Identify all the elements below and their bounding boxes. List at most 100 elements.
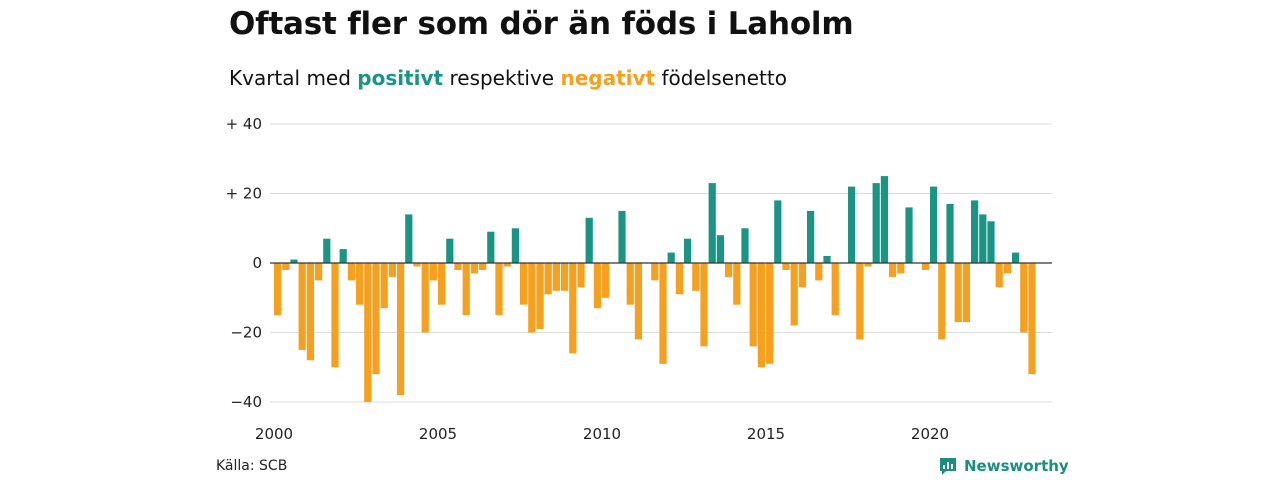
bar [905, 207, 913, 263]
bar [593, 263, 601, 309]
bar [364, 263, 372, 402]
bar [979, 214, 987, 263]
bar [405, 214, 413, 263]
subtitle-text-middle: respektive [443, 66, 561, 90]
bar [577, 263, 585, 288]
bar [1003, 263, 1011, 274]
bar [938, 263, 946, 340]
bar [544, 263, 552, 295]
chart-title: Oftast fler som dör än föds i Laholm [229, 6, 854, 42]
bar [569, 263, 577, 354]
bar [823, 256, 831, 263]
bar [1012, 252, 1020, 263]
bar [315, 263, 323, 281]
y-tick-label: −40 [230, 393, 262, 411]
bar [930, 186, 938, 263]
bar [995, 263, 1003, 288]
bar [946, 203, 954, 263]
bar [528, 263, 536, 333]
bar-chart: + 40 + 20 0 −20 −40 2000 2005 2010 2015 2020 [226, 115, 1052, 443]
x-tick-label: 2015 [747, 425, 785, 443]
bar [306, 263, 314, 361]
bar [651, 263, 659, 281]
bar [1020, 263, 1028, 333]
bar [987, 221, 995, 263]
subtitle-text-before: Kvartal med [229, 66, 358, 90]
bar [725, 263, 733, 277]
bar [282, 263, 290, 270]
chart-subtitle: Kvartal med positivt respektive negativt… [229, 66, 787, 90]
bar [356, 263, 364, 305]
bar [880, 176, 888, 263]
bar [971, 200, 979, 263]
bar [692, 263, 700, 291]
bar [397, 263, 405, 396]
y-tick-label: + 20 [226, 185, 262, 203]
bar [470, 263, 478, 274]
bar [339, 249, 347, 263]
bar [889, 263, 897, 277]
bar [520, 263, 528, 305]
bar [372, 263, 380, 375]
bar [897, 263, 905, 274]
bar [446, 238, 454, 263]
bar [413, 263, 421, 267]
brand-logo[interactable]: Newsworthy [938, 456, 1069, 476]
newsworthy-logo-icon [940, 458, 956, 475]
x-tick-label: 2000 [255, 425, 293, 443]
subtitle-text-after: födelsenetto [655, 66, 787, 90]
bar [634, 263, 642, 340]
bar [503, 263, 511, 267]
y-axis-labels: + 40 + 20 0 −20 −40 [226, 115, 262, 411]
bar [684, 238, 692, 263]
bar [561, 263, 569, 291]
bar [708, 183, 716, 263]
x-tick-label: 2005 [419, 425, 457, 443]
bar [700, 263, 708, 347]
bar [782, 263, 790, 270]
bar [511, 228, 519, 264]
source-label: Källa: SCB [216, 458, 288, 474]
bar [741, 228, 749, 264]
bar [421, 263, 429, 333]
subtitle-negative: negativt [560, 66, 656, 90]
bar [618, 210, 626, 263]
x-tick-label: 2010 [583, 425, 621, 443]
bar [716, 235, 724, 263]
bar [667, 252, 675, 263]
bar [552, 263, 560, 291]
bar [626, 263, 634, 305]
bar [323, 238, 331, 263]
bar [757, 263, 765, 368]
bar [388, 263, 396, 277]
bar [429, 263, 437, 281]
bar [675, 263, 683, 295]
bar [962, 263, 970, 323]
bar [790, 263, 798, 326]
bar [290, 259, 298, 263]
bar [864, 263, 872, 267]
bar [774, 200, 782, 263]
subtitle-positive: positivt [357, 66, 444, 90]
bar [807, 210, 815, 263]
bar [921, 263, 929, 270]
bars [274, 176, 1036, 402]
bar [536, 263, 544, 329]
bar [602, 263, 610, 298]
bar [749, 263, 757, 347]
x-tick-label: 2020 [911, 425, 949, 443]
brand-name: Newsworthy [964, 457, 1069, 475]
bar [479, 263, 487, 270]
y-tick-label: + 40 [226, 115, 262, 133]
bar [487, 231, 495, 263]
bar [347, 263, 355, 281]
bar [831, 263, 839, 316]
bar [798, 263, 806, 288]
bar [659, 263, 667, 364]
bar [298, 263, 306, 350]
bar [331, 263, 339, 368]
bar [585, 217, 593, 263]
bar [1028, 263, 1036, 375]
bar [380, 263, 388, 309]
bar [954, 263, 962, 323]
